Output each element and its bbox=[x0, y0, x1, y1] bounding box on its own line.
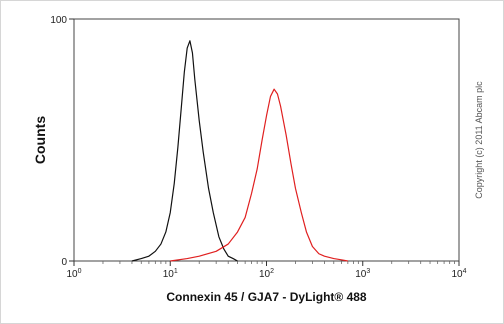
x-tick-label: 104 bbox=[451, 268, 466, 280]
x-tick-label: 100 bbox=[66, 268, 81, 280]
x-tick-label: 102 bbox=[259, 268, 274, 280]
copyright-annotation: Copyright (c) 2011 Abcam plc bbox=[474, 81, 484, 199]
histogram-series-2 bbox=[170, 88, 348, 262]
y-axis-title: Counts bbox=[32, 116, 48, 164]
x-axis-title: Connexin 45 / GJA7 - DyLight® 488 bbox=[166, 290, 367, 304]
x-tick-label: 103 bbox=[355, 268, 370, 280]
x-tick-label: 101 bbox=[163, 268, 178, 280]
histogram-series-1 bbox=[131, 40, 238, 262]
plot-area bbox=[73, 18, 460, 262]
y-tick-label: 0 bbox=[61, 257, 67, 268]
y-tick-label: 100 bbox=[50, 15, 67, 26]
